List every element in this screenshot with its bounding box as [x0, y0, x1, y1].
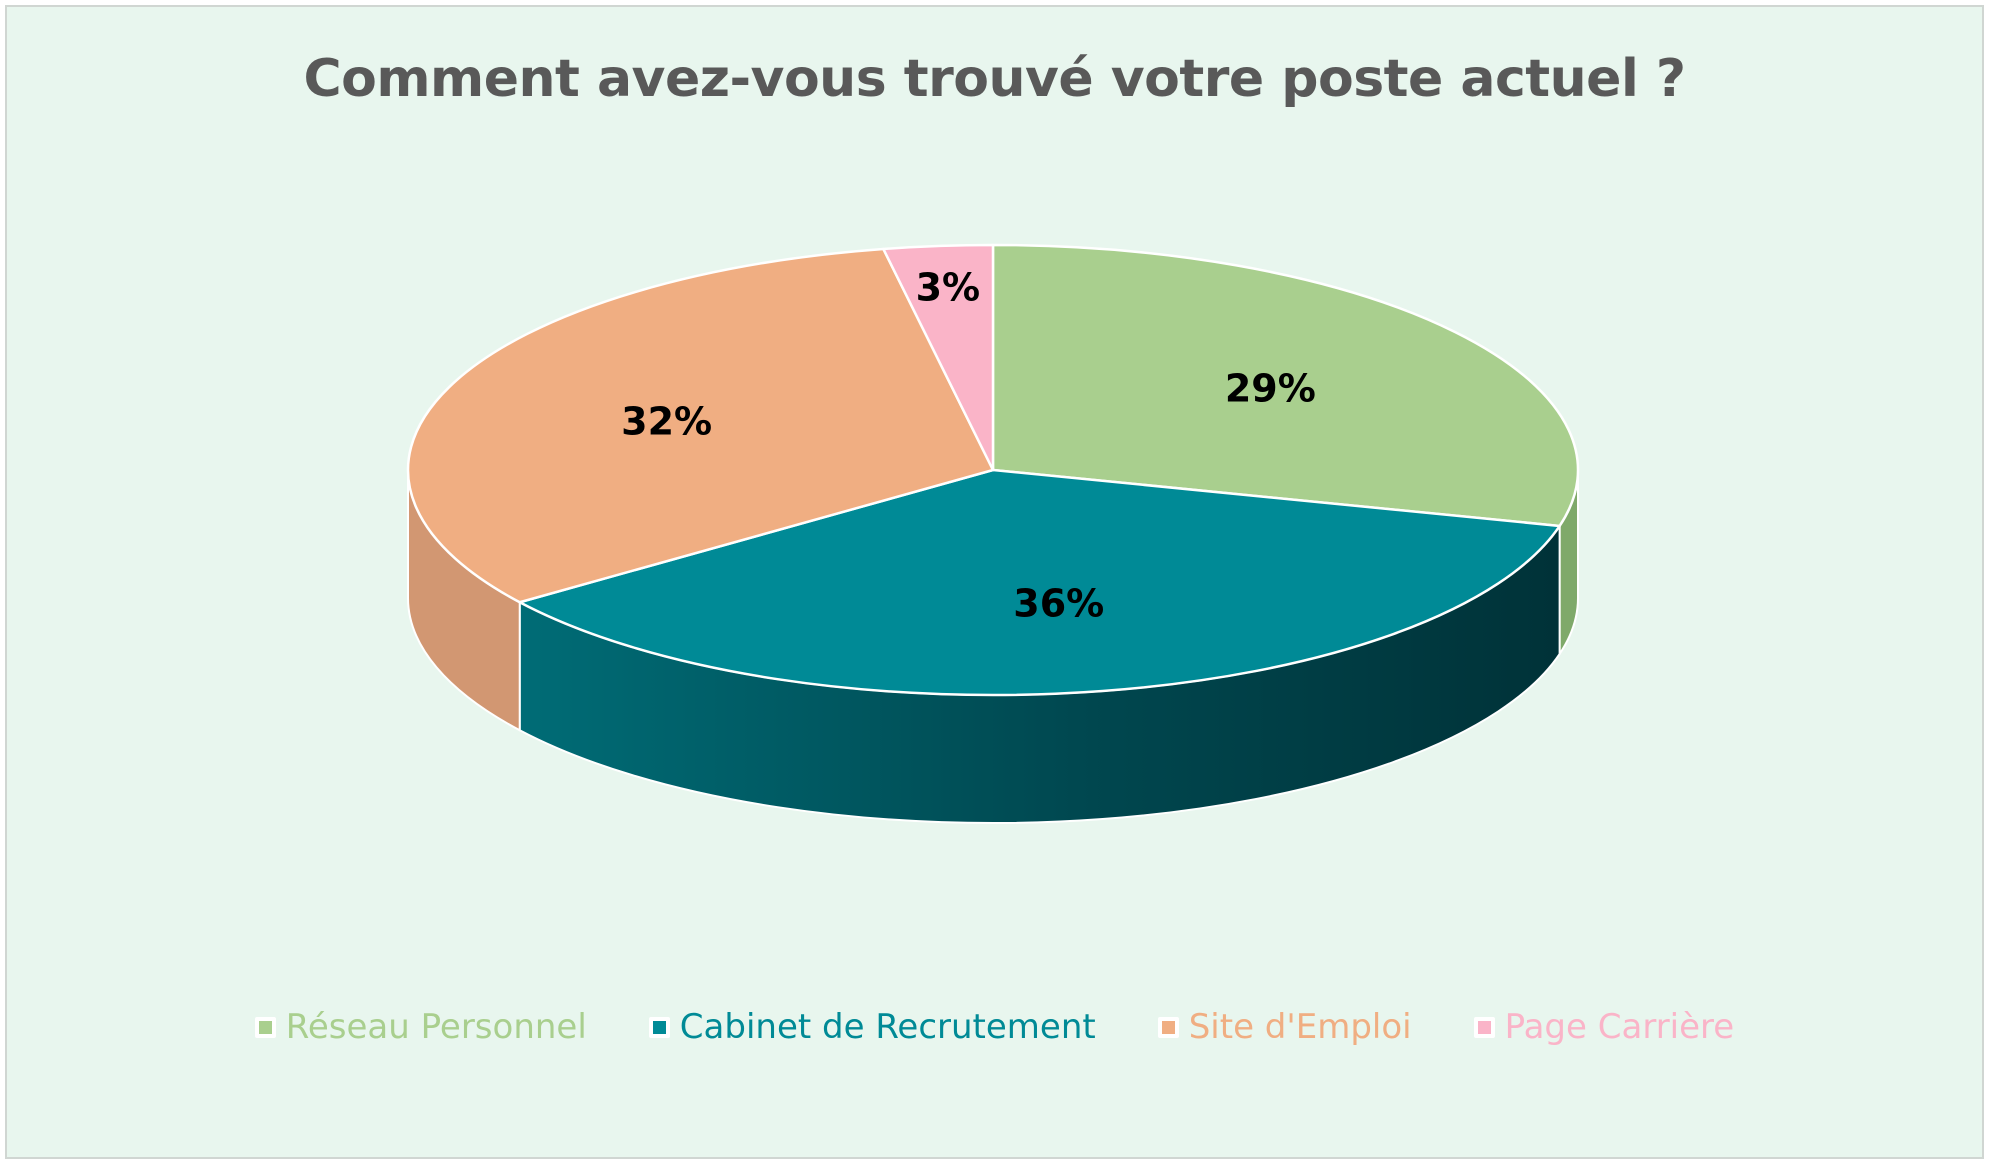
pie-slice-cabinet-de-recrutement — [518, 468, 1561, 697]
chart-area: Comment avez-vous trouvé votre poste act… — [5, 5, 1984, 1159]
data-label-page-carriere: 3% — [916, 265, 981, 309]
data-label-cabinet-de-recrutement: 36% — [1013, 582, 1104, 626]
chart-title: Comment avez-vous trouvé votre poste act… — [303, 49, 1686, 109]
legend-label-cabinet-de-recrutement: Cabinet de Recrutement — [679, 1007, 1096, 1047]
data-label-reseau-personnel: 29% — [1225, 366, 1316, 410]
legend-item-page-carriere: Page Carrière — [1473, 1007, 1735, 1047]
pie-top-layer — [406, 243, 1580, 697]
legend-swatch-cabinet-de-recrutement — [648, 1016, 670, 1038]
legend-label-reseau-personnel: Réseau Personnel — [285, 1007, 587, 1047]
legend-label-page-carriere: Page Carrière — [1504, 1007, 1735, 1047]
legend-swatch-site-d-emploi — [1157, 1016, 1179, 1038]
pie-label-layer: 29% 36% 32% 3% — [621, 265, 1316, 625]
pie-slice-reseau-personnel — [991, 243, 1580, 528]
legend-item-site-d-emploi: Site d'Emploi — [1157, 1007, 1412, 1047]
legend: Réseau Personnel Cabinet de Recrutement Si… — [7, 1007, 1982, 1047]
legend-swatch-page-carriere — [1473, 1016, 1495, 1038]
pie-slice-site-d-emploi — [406, 247, 995, 604]
legend-item-reseau-personnel: Réseau Personnel — [254, 1007, 587, 1047]
legend-label-site-d-emploi: Site d'Emploi — [1188, 1007, 1412, 1047]
pie-chart: 29% 36% 32% 3% — [406, 243, 1580, 824]
legend-swatch-reseau-personnel — [254, 1016, 276, 1038]
legend-item-cabinet-de-recrutement: Cabinet de Recrutement — [648, 1007, 1096, 1047]
data-label-site-d-emploi: 32% — [621, 399, 712, 443]
pie-slice-page-carriere — [882, 243, 995, 472]
